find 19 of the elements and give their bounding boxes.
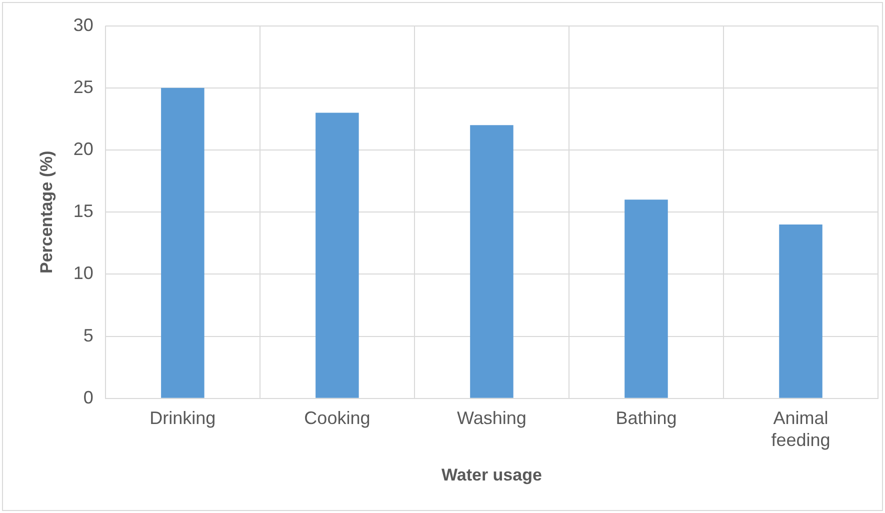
y-tick-label: 30 [73, 14, 94, 35]
bar [316, 112, 359, 398]
x-axis-title: Water usage [441, 465, 542, 484]
y-tick-label: 20 [73, 138, 94, 159]
bar [624, 200, 668, 398]
y-tick-label: 5 [83, 325, 94, 346]
x-tick-label: Bathing [616, 408, 677, 428]
y-tick-label: 25 [73, 76, 94, 97]
x-tick-label: Animal feeding [771, 408, 830, 450]
bar [470, 125, 514, 398]
x-tick-label: Cooking [304, 408, 370, 428]
x-tick-label: Washing [457, 408, 526, 428]
bar [161, 88, 204, 398]
y-tick-label: 10 [73, 263, 94, 284]
y-tick-label: 0 [83, 387, 94, 408]
bar [779, 224, 822, 398]
y-tick-label: 15 [73, 201, 94, 222]
x-tick-label: Drinking [150, 408, 216, 428]
y-axis-title: Percentage (%) [36, 150, 56, 274]
